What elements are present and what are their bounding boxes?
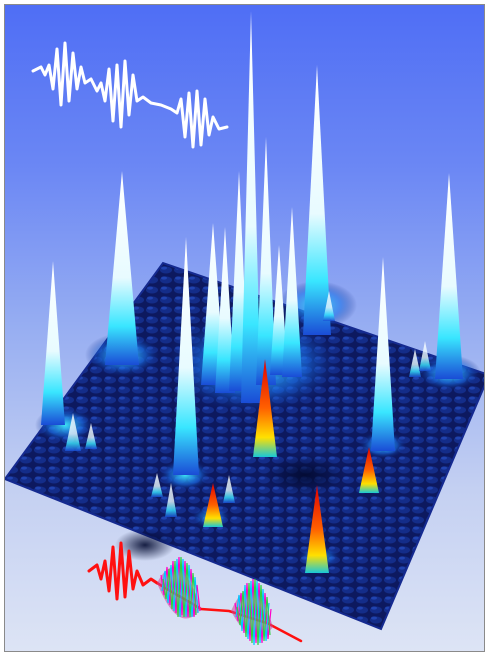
- top-waveform: [31, 41, 229, 149]
- peak: [105, 171, 139, 365]
- peak-tallest: [241, 11, 261, 403]
- peak: [173, 237, 199, 475]
- peak: [41, 261, 65, 425]
- hot-peak: [359, 447, 379, 493]
- scene-svg: [5, 11, 484, 646]
- packet-2: [231, 578, 273, 646]
- hot-peak: [305, 485, 329, 573]
- peak: [303, 65, 331, 335]
- bottom-waveform: [87, 541, 303, 646]
- packet-1: [157, 556, 201, 619]
- white-peaks: [41, 11, 463, 517]
- hot-peak: [203, 483, 223, 527]
- peak: [371, 257, 395, 451]
- peak: [270, 245, 288, 375]
- peak: [215, 227, 235, 393]
- peak: [282, 207, 302, 377]
- peak: [435, 173, 463, 379]
- hot-peak: [253, 359, 277, 457]
- peak: [256, 137, 276, 385]
- image-frame: [4, 4, 485, 652]
- hot-peaks: [203, 359, 379, 573]
